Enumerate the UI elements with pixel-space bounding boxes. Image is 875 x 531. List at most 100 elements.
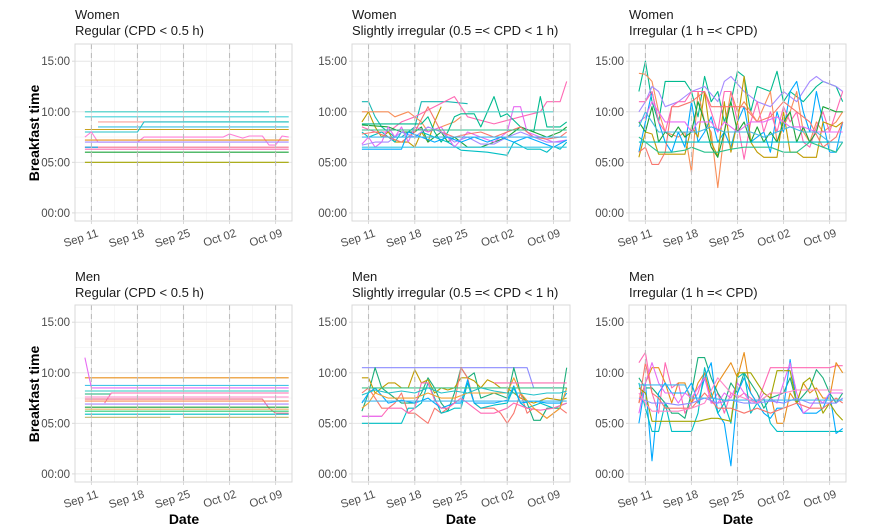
x-tick-label: Sep 18: [108, 228, 146, 251]
facet-title-sex: Men: [75, 269, 100, 284]
series-line-5: [104, 392, 289, 404]
x-tick-label: Oct 09: [248, 489, 284, 511]
series-group: [361, 367, 568, 424]
series-line-1: [361, 111, 462, 133]
y-tick-label: 05:00: [595, 418, 624, 430]
x-tick-label: Sep 25: [708, 228, 746, 251]
series-line-9: [638, 384, 843, 401]
facet-title-group: Slightly irregular (0.5 =< CPD < 1 h): [352, 23, 558, 38]
facet-title-group: Irregular (1 h =< CPD): [629, 285, 758, 300]
series-line-12: [361, 387, 567, 396]
x-tick-label: Oct 02: [202, 489, 238, 511]
y-tick-label: 15:00: [318, 317, 347, 329]
y-tick-label: 00:00: [41, 208, 70, 220]
y-tick-label: 10:00: [318, 107, 347, 119]
x-tick-label: Sep 11: [339, 228, 377, 250]
y-axis-title-bottom: Breakfast time: [26, 346, 42, 443]
y-tick-label: 00:00: [318, 469, 347, 481]
y-tick-label: 00:00: [595, 208, 624, 220]
x-axis-title-middle: Date: [446, 511, 477, 527]
series-line-4: [361, 382, 567, 424]
x-tick-label: Sep 25: [431, 489, 469, 512]
series-line-2: [638, 75, 844, 113]
series-line-7: [638, 362, 844, 414]
x-tick-label: Sep 25: [708, 489, 746, 512]
x-tick-label: Sep 11: [62, 489, 100, 511]
series-group: [361, 81, 568, 156]
y-tick-label: 00:00: [595, 469, 624, 481]
x-tick-label: Sep 25: [431, 228, 469, 251]
facet-title-sex: Women: [352, 7, 397, 22]
y-tick-label: 05:00: [41, 418, 70, 430]
series-group: [638, 351, 844, 467]
series-line-6: [361, 131, 568, 156]
series-line-5: [638, 362, 843, 414]
facet-title-group: Regular (CPD < 0.5 h): [75, 285, 204, 300]
series-line-8: [638, 397, 844, 406]
y-tick-label: 10:00: [41, 107, 70, 119]
series-line-11: [638, 111, 843, 143]
y-tick-label: 10:00: [595, 107, 624, 119]
facet-title-group: Regular (CPD < 0.5 h): [75, 23, 204, 38]
x-tick-label: Oct 09: [802, 228, 838, 250]
series-line-2: [638, 357, 844, 419]
y-tick-label: 15:00: [595, 56, 624, 68]
x-tick-label: Oct 02: [756, 489, 792, 511]
y-tick-label: 10:00: [595, 368, 624, 380]
series-line-7: [638, 90, 844, 165]
y-tick-label: 15:00: [318, 56, 347, 68]
x-axis-title-right: Date: [723, 511, 754, 527]
x-tick-label: Sep 25: [154, 489, 192, 512]
series-line-9: [638, 101, 843, 133]
series-group: [638, 60, 844, 189]
facet-title-group: Irregular (1 h =< CPD): [629, 23, 758, 38]
series-line-6: [84, 398, 289, 414]
y-tick-label: 05:00: [318, 418, 347, 430]
facet-title-sex: Men: [352, 269, 377, 284]
series-line-10: [638, 136, 844, 153]
facet-title-sex: Men: [629, 269, 654, 284]
y-tick-label: 05:00: [595, 157, 624, 169]
series-line-5: [361, 379, 568, 409]
y-tick-label: 05:00: [41, 157, 70, 169]
x-axis-title-left: Date: [169, 511, 200, 527]
series-line-1: [638, 351, 844, 424]
x-tick-label: Oct 09: [802, 489, 838, 511]
x-tick-label: Sep 11: [616, 228, 654, 250]
x-tick-label: Oct 09: [526, 228, 562, 250]
y-tick-label: 15:00: [41, 56, 70, 68]
x-tick-label: Oct 09: [248, 228, 284, 250]
series-line-3: [638, 359, 844, 467]
x-tick-label: Oct 02: [480, 489, 516, 511]
x-tick-label: Sep 11: [339, 489, 377, 511]
x-tick-label: Sep 18: [385, 228, 423, 251]
y-tick-label: 00:00: [318, 208, 347, 220]
series-group: [84, 111, 289, 163]
x-tick-label: Oct 09: [526, 489, 562, 511]
y-tick-label: 10:00: [41, 368, 70, 380]
x-tick-label: Sep 18: [662, 228, 700, 251]
x-tick-label: Sep 11: [62, 228, 100, 250]
series-line-4: [361, 96, 568, 143]
x-tick-label: Sep 18: [385, 489, 423, 512]
y-tick-label: 00:00: [41, 469, 70, 481]
x-tick-label: Sep 25: [154, 228, 192, 251]
y-tick-label: 10:00: [318, 368, 347, 380]
y-tick-label: 05:00: [318, 157, 347, 169]
series-line-6: [638, 370, 844, 422]
x-tick-label: Oct 02: [480, 228, 516, 250]
x-tick-label: Oct 02: [756, 228, 792, 250]
series-line-6: [84, 121, 289, 133]
x-tick-label: Sep 18: [108, 489, 146, 512]
facet-title-sex: Women: [629, 7, 674, 22]
series-line-8: [361, 106, 568, 143]
x-tick-label: Sep 18: [662, 489, 700, 512]
facet-title-sex: Women: [75, 7, 120, 22]
